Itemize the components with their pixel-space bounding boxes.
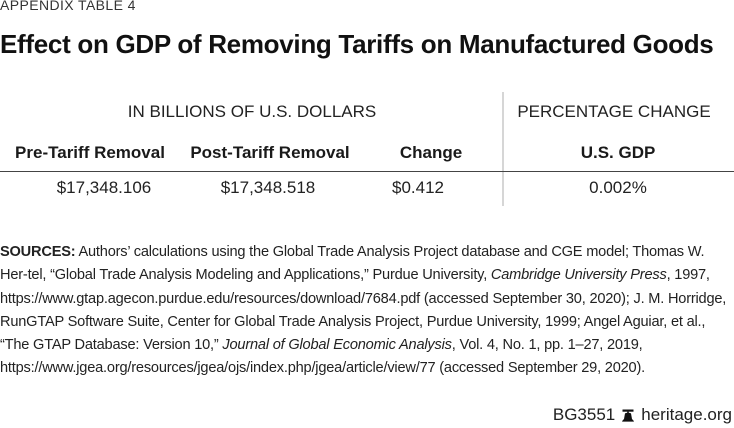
sources-part-italic: Cambridge University Press xyxy=(490,267,667,284)
cell-gdp-pct: 0.002% xyxy=(589,178,647,197)
cell-post-tariff: $17,348.518 xyxy=(220,178,316,197)
sources-part-italic: Journal of Global Economic Analysis xyxy=(222,337,452,354)
column-header-post-tariff: Post-Tariff Removal xyxy=(190,143,350,162)
column-divider xyxy=(502,92,504,206)
report-code: BG3551 xyxy=(552,405,616,424)
group-header-billions: IN BILLIONS OF U.S. DOLLARS xyxy=(127,102,377,121)
sources-part: , 1997, https://www.gtap.agecon.purdue.e… xyxy=(0,267,727,354)
cell-change: $0.412 xyxy=(392,178,444,197)
sources-label: SOURCES: xyxy=(0,244,76,260)
table-kicker: APPENDIX TABLE 4 xyxy=(0,0,136,13)
column-header-gdp: U.S. GDP xyxy=(580,143,656,162)
header-rule xyxy=(0,171,734,172)
sources-part: Authors’ calculations using the Global T… xyxy=(0,244,705,284)
cell-pre-tariff: $17,348.106 xyxy=(56,178,152,197)
column-header-pre-tariff: Pre-Tariff Removal xyxy=(15,143,165,162)
sources-note: SOURCES: Authors’ calculations using the… xyxy=(0,241,734,381)
sources-part: , Vol. 4, No. 1, pp. 1–27, 2019, https:/… xyxy=(0,337,645,377)
site-link[interactable]: heritage.org xyxy=(641,405,732,424)
liberty-bell-icon xyxy=(621,408,635,422)
footer: BG3551 heritage.org xyxy=(553,405,732,425)
group-header-percentage: PERCENTAGE CHANGE xyxy=(517,102,711,121)
table-title: Effect on GDP of Removing Tariffs on Man… xyxy=(0,29,714,59)
column-header-change: Change xyxy=(399,143,463,162)
